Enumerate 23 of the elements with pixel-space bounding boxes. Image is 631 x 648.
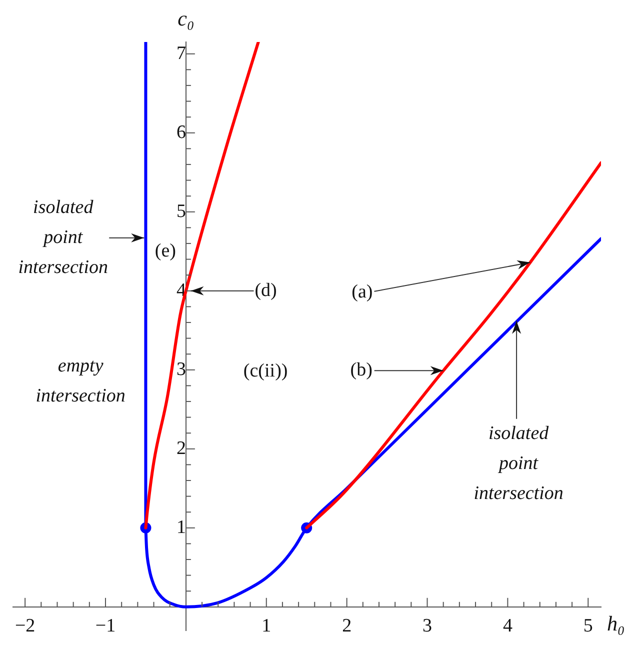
annotation: isolated point intersection (474, 422, 564, 504)
x-tick-label: 1 (262, 615, 272, 636)
y-tick-label: 7 (176, 42, 186, 64)
x-tick-label: 3 (422, 615, 432, 636)
y-tick-label: 6 (176, 122, 186, 143)
x-tick-label: 4 (502, 615, 513, 636)
y-tick-label: 5 (176, 200, 186, 222)
x-axis-title: h₀ (607, 611, 625, 636)
annotation: (d) (254, 280, 277, 301)
annotation: (b) (350, 360, 372, 381)
annotation: (e) (154, 240, 176, 262)
y-tick-label: 3 (176, 358, 186, 380)
x-tick-label: −2 (14, 615, 36, 636)
y-axis-title: c₀ (178, 6, 194, 31)
x-tick-label: −1 (95, 615, 116, 636)
y-tick-label: 2 (176, 438, 186, 459)
annotation: (a) (352, 281, 373, 302)
annotation: (c(ii)) (243, 360, 288, 382)
x-tick-label: 5 (583, 615, 593, 636)
y-tick-label: 1 (176, 516, 186, 538)
annotation: empty intersection (36, 356, 126, 407)
annotation: isolated point intersection (18, 196, 108, 278)
x-tick-label: 2 (342, 615, 352, 636)
